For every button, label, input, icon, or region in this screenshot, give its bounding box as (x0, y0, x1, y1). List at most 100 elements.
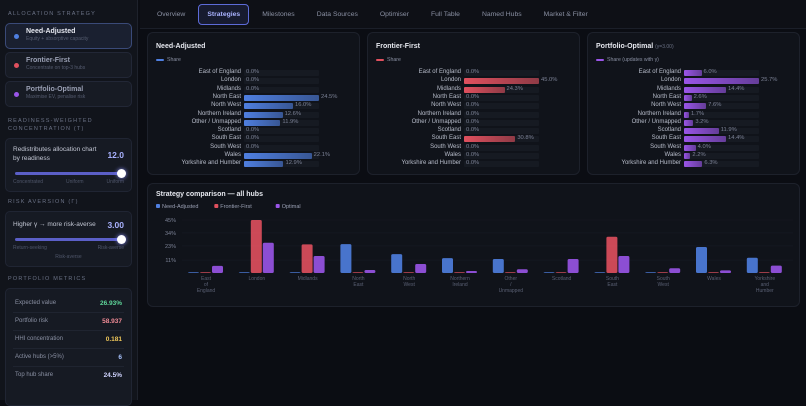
bar-value: 0.0% (466, 160, 480, 167)
risk-card: Higher γ → more risk-averse 3.00 Return-… (5, 211, 132, 267)
bar-frontier-first-3 (352, 272, 364, 273)
tab-optimiser[interactable]: Optimiser (379, 10, 409, 18)
metric-row: Active hubs (>5%) 6 (13, 349, 124, 367)
hub-label: Northern Ireland (417, 110, 461, 117)
y-tick-label: 11% (165, 258, 176, 264)
slider-max-label: Uniform (106, 179, 124, 185)
risk-heading: RISK AVERSION (Γ) (8, 199, 79, 205)
x-tick-label: West (658, 282, 670, 288)
risk-caption: Risk-averse (55, 254, 82, 260)
metric-value: 0.181 (105, 336, 122, 343)
bar-frontier-first-5 (454, 272, 465, 273)
bar-track (244, 78, 319, 85)
tab-data-sources[interactable]: Data Sources (316, 10, 358, 18)
bar (684, 119, 694, 126)
bar-optimal-0 (212, 265, 223, 273)
bar-track (464, 144, 539, 151)
tab-milestones[interactable]: Milestones (262, 10, 295, 18)
hub-label: Wales (224, 152, 241, 158)
readiness-slider[interactable] (15, 169, 126, 178)
strategy-dot-icon (14, 63, 19, 68)
x-tick-label: and (761, 282, 770, 288)
tab-market-filter[interactable]: Market & Filter (543, 10, 588, 18)
bar-row: London 25.7% (588, 77, 799, 85)
risk-slider[interactable] (15, 235, 126, 244)
bar-frontier-first-10 (708, 272, 719, 273)
strategy-option-portfolio-optimal[interactable]: Portfolio-Optimal Maximise EV, penalise r… (5, 81, 132, 107)
bar-optimal-11 (770, 265, 782, 273)
metric-row: Portfolio risk 58.937 (13, 313, 124, 331)
readiness-card: Redistributes allocation chart by readin… (5, 138, 132, 192)
legend-label: Optimal (282, 204, 301, 210)
bar-need-adjusted-1 (238, 272, 250, 273)
risk-label: Higher γ → more risk-averse (13, 221, 96, 228)
bar (244, 103, 293, 110)
metric-row: HHI concentration 0.181 (13, 331, 124, 349)
legend-swatch (156, 59, 164, 61)
hub-label: Yorkshire and Humber (181, 160, 241, 167)
bar-track (684, 153, 759, 159)
tab-strategies[interactable]: Strategies (198, 3, 250, 25)
x-tick-label: Wales (707, 276, 721, 282)
bar-row: Other / Unmapped 0.0% (368, 119, 579, 127)
hub-label: Northern Ireland (197, 110, 241, 117)
legend-label: Need-Adjusted (162, 204, 198, 210)
bar (244, 111, 283, 118)
bar-track (244, 70, 319, 76)
hub-label: North West (431, 102, 461, 109)
bar-value: 0.0% (246, 77, 260, 84)
bar-optimal-9 (669, 268, 681, 273)
strategy-panel-need-adjusted: Need-Adjusted Share East of England 0.0% Lo… (147, 32, 360, 175)
bar-row: North West 16.0% (148, 102, 359, 110)
bar-row: South West 0.0% (148, 144, 359, 152)
bar-row: Northern Ireland 0.0% (368, 111, 579, 119)
bar-frontier-first-7 (555, 272, 567, 273)
bar-row: Northern Ireland 12.6% (148, 111, 359, 119)
strategy-option-need-adjusted[interactable]: Need-Adjusted Equity + absorptive capacit… (5, 23, 132, 49)
bar-optimal-4 (415, 264, 427, 273)
bar-value: 25.7% (761, 77, 778, 84)
y-tick-label: 45% (165, 218, 176, 224)
legend-swatch (275, 204, 280, 208)
bar-value: 0.0% (246, 127, 260, 134)
bar (684, 94, 692, 101)
readiness-value: 12.0 (107, 150, 124, 160)
tab-bar: Overview Strategies Milestones Data Sources… (140, 0, 806, 29)
slider-handle[interactable] (117, 169, 126, 178)
bar-optimal-3 (364, 269, 376, 273)
metric-value: 58.937 (102, 318, 122, 325)
slider-max-label: Risk-averse (97, 245, 124, 251)
x-tick-label: East (201, 276, 212, 282)
hub-label: Wales (444, 152, 461, 158)
tab-full-table[interactable]: Full Table (430, 10, 460, 18)
tab-named-hubs[interactable]: Named Hubs (481, 10, 522, 18)
strategy-option-frontier-first[interactable]: Frontier-First Concentrate on top-3 hubs (5, 52, 132, 78)
bar-value: 0.0% (466, 93, 480, 100)
bar-row: Wales 22.1% (148, 152, 359, 160)
bar-track (244, 86, 319, 93)
bar-row: South West 4.0% (588, 144, 799, 152)
x-tick-label: East (353, 282, 364, 288)
bar-track (244, 144, 319, 151)
bar-row: North West 7.6% (588, 102, 799, 110)
hub-label: South East (651, 135, 681, 142)
bar (244, 161, 284, 168)
tab-overview[interactable]: Overview (157, 10, 186, 18)
bar-row: Midlands 0.0% (148, 86, 359, 94)
readiness-label: Redistributes allocation chart by readin… (13, 146, 97, 162)
slider-handle[interactable] (117, 235, 126, 244)
bar-value: 0.0% (466, 127, 480, 134)
bar-value: 0.0% (466, 110, 480, 117)
hub-label: Other / Unmapped (631, 118, 681, 125)
bar-track (244, 94, 319, 101)
y-tick-label: 23% (165, 244, 176, 250)
bar-row: Yorkshire and Humber 12.9% (148, 160, 359, 168)
bar (244, 119, 281, 126)
bar-need-adjusted-0 (188, 272, 199, 273)
bar-row: Scotland 0.0% (368, 127, 579, 135)
legend-swatch (214, 204, 219, 208)
strategy-name: Need-Adjusted (26, 28, 76, 35)
bar-track (684, 86, 759, 93)
bar-track (464, 128, 539, 135)
bar-need-adjusted-5 (442, 258, 453, 273)
